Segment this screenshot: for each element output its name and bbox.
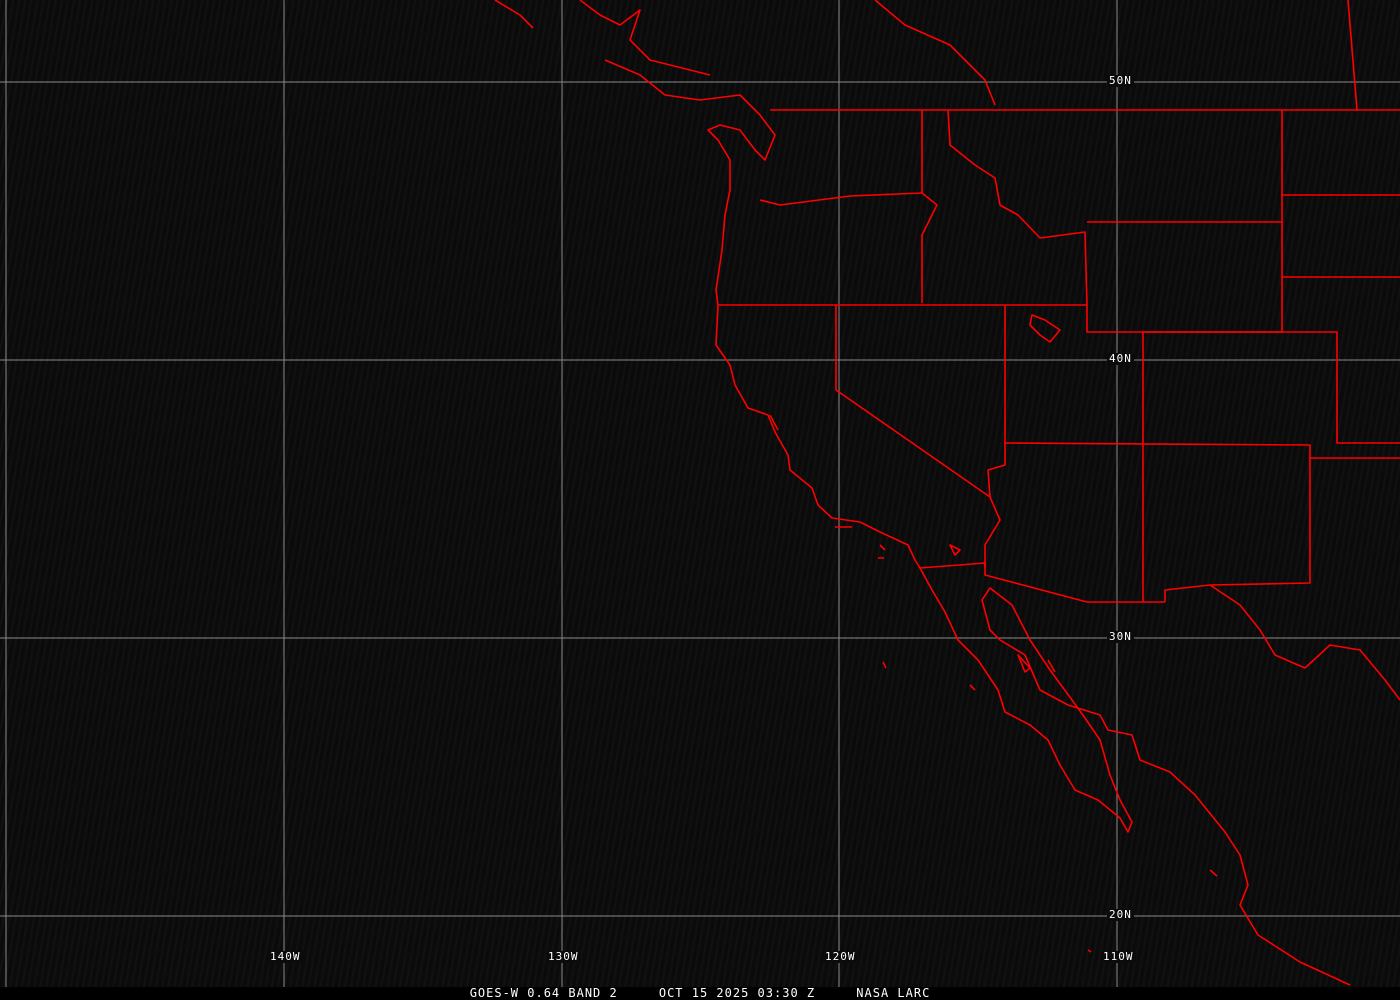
lon-label-110w: 110W xyxy=(1101,950,1136,963)
boundaries xyxy=(494,0,1400,986)
caption-source: NASA LARC xyxy=(856,986,931,1000)
canada-inland xyxy=(874,0,1358,111)
utah-colorado-border xyxy=(1004,331,1400,602)
lon-label-120w: 120W xyxy=(823,950,858,963)
great-salt-lake xyxy=(1029,314,1061,343)
islands xyxy=(769,414,1218,953)
california-nevada-border xyxy=(835,305,1006,498)
idaho-montana-border xyxy=(947,109,1088,306)
lat-label-50n: 50N xyxy=(1107,74,1134,87)
lat-label-20n: 20N xyxy=(1107,908,1134,921)
caption-satellite: GOES-W 0.64 BAND 2 xyxy=(469,986,618,1000)
lon-label-130w: 130W xyxy=(546,950,581,963)
lat-label-30n: 30N xyxy=(1107,630,1134,643)
colorado-river xyxy=(984,496,1001,568)
coastline-west xyxy=(494,0,1351,986)
us-mexico-border xyxy=(919,562,1400,701)
wyoming-border xyxy=(1086,221,1283,333)
lon-label-140w: 140W xyxy=(268,950,303,963)
washington-oregon-border xyxy=(759,192,938,303)
caption-datetime: OCT 15 2025 03:30 Z xyxy=(658,986,816,1000)
lat-label-40n: 40N xyxy=(1107,352,1134,365)
montana-borders xyxy=(1281,110,1400,278)
image-caption: GOES-W 0.64 BAND 2 OCT 15 2025 03:30 Z N… xyxy=(0,987,1400,1000)
